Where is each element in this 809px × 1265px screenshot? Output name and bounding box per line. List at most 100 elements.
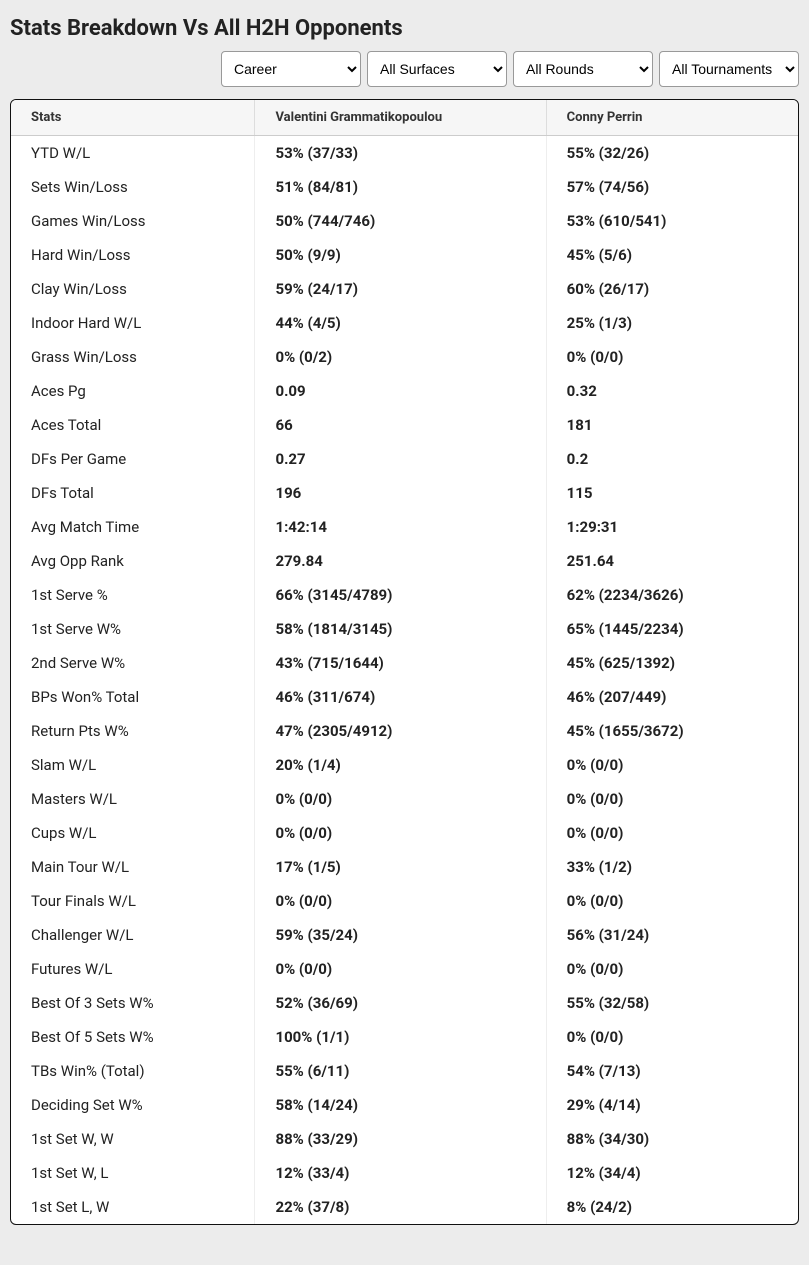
table-row: Main Tour W/L17% (1/5)33% (1/2) (11, 850, 798, 884)
stat-label: Slam W/L (11, 748, 255, 782)
stat-value-player1: 66 (255, 408, 546, 442)
stat-value-player2: 33% (1/2) (546, 850, 798, 884)
stat-label: Cups W/L (11, 816, 255, 850)
table-row: Masters W/L0% (0/0)0% (0/0) (11, 782, 798, 816)
table-row: Games Win/Loss50% (744/746)53% (610/541) (11, 204, 798, 238)
stat-label: Best Of 3 Sets W% (11, 986, 255, 1020)
stat-value-player2: 0% (0/0) (546, 816, 798, 850)
stat-value-player2: 56% (31/24) (546, 918, 798, 952)
stat-value-player1: 0% (0/0) (255, 884, 546, 918)
stat-label: Masters W/L (11, 782, 255, 816)
table-row: Avg Opp Rank279.84251.64 (11, 544, 798, 578)
stat-label: BPs Won% Total (11, 680, 255, 714)
table-row: Challenger W/L59% (35/24)56% (31/24) (11, 918, 798, 952)
stat-value-player1: 0% (0/0) (255, 816, 546, 850)
stat-value-player1: 66% (3145/4789) (255, 578, 546, 612)
filter-tournament[interactable]: All Tournaments (659, 51, 799, 87)
stat-value-player2: 57% (74/56) (546, 170, 798, 204)
table-row: Aces Pg0.090.32 (11, 374, 798, 408)
stat-value-player2: 25% (1/3) (546, 306, 798, 340)
stat-label: Deciding Set W% (11, 1088, 255, 1122)
stat-value-player2: 29% (4/14) (546, 1088, 798, 1122)
stat-value-player1: 59% (24/17) (255, 272, 546, 306)
stat-value-player2: 53% (610/541) (546, 204, 798, 238)
stat-label: 1st Set L, W (11, 1190, 255, 1224)
table-row: Best Of 3 Sets W%52% (36/69)55% (32/58) (11, 986, 798, 1020)
stat-label: YTD W/L (11, 136, 255, 171)
table-row: Return Pts W%47% (2305/4912)45% (1655/36… (11, 714, 798, 748)
stat-label: 2nd Serve W% (11, 646, 255, 680)
stat-value-player2: 46% (207/449) (546, 680, 798, 714)
stat-value-player2: 65% (1445/2234) (546, 612, 798, 646)
stat-value-player1: 53% (37/33) (255, 136, 546, 171)
table-row: 1st Set W, W88% (33/29)88% (34/30) (11, 1122, 798, 1156)
table-row: Best Of 5 Sets W%100% (1/1)0% (0/0) (11, 1020, 798, 1054)
stat-value-player2: 12% (34/4) (546, 1156, 798, 1190)
stat-value-player1: 51% (84/81) (255, 170, 546, 204)
stat-label: Tour Finals W/L (11, 884, 255, 918)
stat-value-player1: 0% (0/2) (255, 340, 546, 374)
stat-value-player2: 115 (546, 476, 798, 510)
table-row: Cups W/L0% (0/0)0% (0/0) (11, 816, 798, 850)
stat-label: DFs Per Game (11, 442, 255, 476)
stat-label: 1st Set W, W (11, 1122, 255, 1156)
stat-value-player1: 58% (1814/3145) (255, 612, 546, 646)
stat-value-player1: 12% (33/4) (255, 1156, 546, 1190)
stat-value-player1: 279.84 (255, 544, 546, 578)
stat-value-player1: 58% (14/24) (255, 1088, 546, 1122)
stat-label: Indoor Hard W/L (11, 306, 255, 340)
stat-value-player2: 62% (2234/3626) (546, 578, 798, 612)
table-row: DFs Per Game0.270.2 (11, 442, 798, 476)
stat-value-player2: 45% (625/1392) (546, 646, 798, 680)
stat-label: Clay Win/Loss (11, 272, 255, 306)
table-row: Hard Win/Loss50% (9/9)45% (5/6) (11, 238, 798, 272)
stat-value-player1: 50% (9/9) (255, 238, 546, 272)
stat-value-player1: 52% (36/69) (255, 986, 546, 1020)
filter-period[interactable]: Career (221, 51, 361, 87)
stat-label: TBs Win% (Total) (11, 1054, 255, 1088)
table-row: Slam W/L20% (1/4)0% (0/0) (11, 748, 798, 782)
stat-label: Aces Pg (11, 374, 255, 408)
stat-value-player1: 20% (1/4) (255, 748, 546, 782)
stats-card: Stats Valentini Grammatikopoulou Conny P… (10, 99, 799, 1225)
stat-value-player2: 0% (0/0) (546, 782, 798, 816)
stat-value-player2: 0% (0/0) (546, 1020, 798, 1054)
stat-value-player1: 55% (6/11) (255, 1054, 546, 1088)
stat-value-player2: 55% (32/58) (546, 986, 798, 1020)
table-row: Futures W/L0% (0/0)0% (0/0) (11, 952, 798, 986)
stats-table: Stats Valentini Grammatikopoulou Conny P… (11, 100, 798, 1224)
stat-label: Sets Win/Loss (11, 170, 255, 204)
stat-value-player2: 181 (546, 408, 798, 442)
stat-value-player2: 45% (5/6) (546, 238, 798, 272)
stat-label: Challenger W/L (11, 918, 255, 952)
stat-label: 1st Serve % (11, 578, 255, 612)
stat-label: Avg Match Time (11, 510, 255, 544)
table-row: BPs Won% Total46% (311/674)46% (207/449) (11, 680, 798, 714)
col-header-player2: Conny Perrin (546, 100, 798, 136)
stat-value-player2: 45% (1655/3672) (546, 714, 798, 748)
stat-label: Return Pts W% (11, 714, 255, 748)
filter-round[interactable]: All Rounds (513, 51, 653, 87)
stat-value-player2: 0% (0/0) (546, 340, 798, 374)
table-row: Indoor Hard W/L44% (4/5)25% (1/3) (11, 306, 798, 340)
table-row: YTD W/L53% (37/33)55% (32/26) (11, 136, 798, 171)
table-row: Sets Win/Loss51% (84/81)57% (74/56) (11, 170, 798, 204)
stat-value-player2: 8% (24/2) (546, 1190, 798, 1224)
table-row: 1st Serve %66% (3145/4789)62% (2234/3626… (11, 578, 798, 612)
stat-value-player1: 47% (2305/4912) (255, 714, 546, 748)
stat-label: Grass Win/Loss (11, 340, 255, 374)
table-row: Aces Total66181 (11, 408, 798, 442)
col-header-player1: Valentini Grammatikopoulou (255, 100, 546, 136)
filter-bar: Career All Surfaces All Rounds All Tourn… (10, 51, 799, 87)
stat-value-player1: 0% (0/0) (255, 782, 546, 816)
stat-value-player1: 17% (1/5) (255, 850, 546, 884)
stat-label: Main Tour W/L (11, 850, 255, 884)
filter-surface[interactable]: All Surfaces (367, 51, 507, 87)
stat-value-player2: 55% (32/26) (546, 136, 798, 171)
stat-label: Games Win/Loss (11, 204, 255, 238)
stat-label: Hard Win/Loss (11, 238, 255, 272)
table-row: DFs Total196115 (11, 476, 798, 510)
stat-value-player1: 0.27 (255, 442, 546, 476)
stat-value-player1: 44% (4/5) (255, 306, 546, 340)
stat-value-player2: 251.64 (546, 544, 798, 578)
